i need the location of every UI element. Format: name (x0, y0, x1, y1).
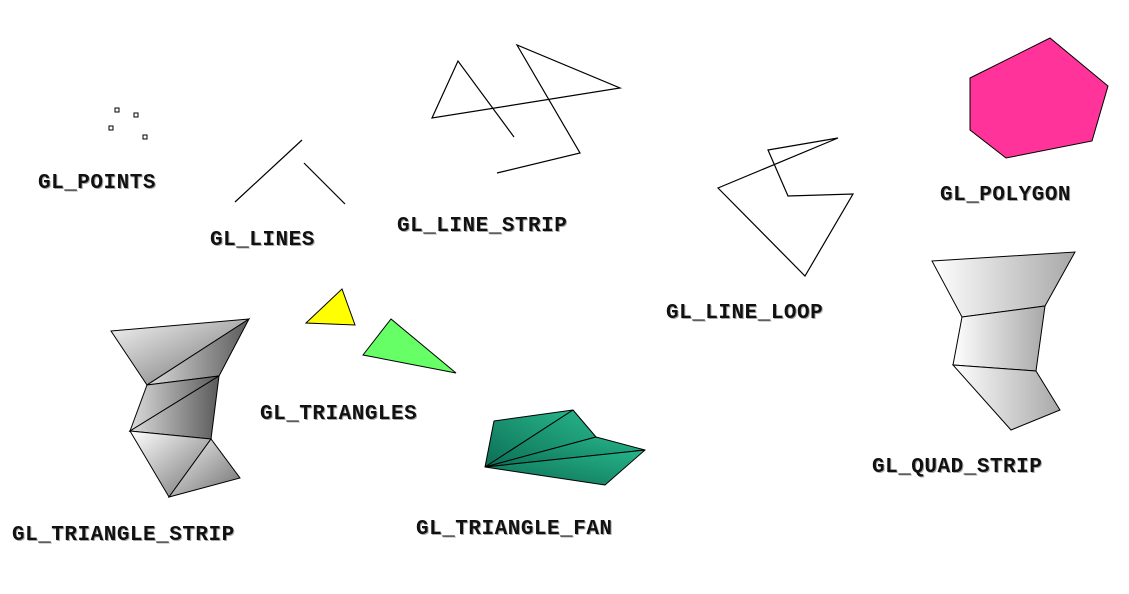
fan-triangle-4 (484, 449, 646, 486)
label-gl-lines: GL_LINES (210, 229, 315, 252)
point-4 (142, 134, 148, 140)
polygon-shape (969, 37, 1109, 159)
label-gl-triangle-fan: GL_TRIANGLE_FAN (416, 518, 613, 541)
label-gl-line-strip: GL_LINE_STRIP (397, 215, 568, 238)
line-segment-1 (234, 139, 303, 203)
strip-triangle-6 (167, 438, 241, 498)
label-gl-triangles: GL_TRIANGLES (260, 403, 418, 426)
label-gl-quad-strip: GL_QUAD_STRIP (872, 456, 1043, 479)
lines-shape (234, 139, 346, 205)
line-segment-2 (303, 162, 346, 205)
label-gl-points: GL_POINTS (38, 172, 156, 195)
triangle-green (362, 318, 457, 374)
line-loop-shape (716, 137, 855, 277)
label-gl-triangle-strip: GL_TRIANGLE_STRIP (12, 524, 235, 547)
point-3 (108, 125, 114, 131)
line-strip-shape (430, 43, 623, 174)
triangle-yellow (304, 288, 356, 326)
quad-1 (931, 251, 1076, 318)
quad-strip-shape (931, 251, 1076, 431)
point-1 (114, 107, 120, 113)
quad-3 (951, 364, 1061, 431)
point-2 (133, 112, 139, 118)
label-gl-line-loop: GL_LINE_LOOP (666, 302, 824, 325)
points-shape (108, 107, 148, 140)
label-gl-polygon: GL_POLYGON (940, 184, 1072, 207)
triangle-strip-shape (110, 317, 251, 498)
triangle-fan-shape (484, 409, 646, 486)
